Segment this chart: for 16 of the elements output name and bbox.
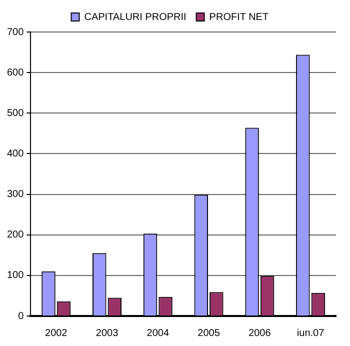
legend-label: CAPITALURI PROPRII: [84, 12, 186, 23]
x-tick-label: 2003: [96, 328, 119, 339]
legend-label: PROFIT NET: [209, 12, 269, 23]
x-tick-label: 2005: [198, 328, 220, 339]
y-tick-label: 700: [6, 26, 24, 38]
x-tick-label: iun.07: [296, 328, 325, 339]
y-tick-label: 0: [18, 310, 24, 322]
y-tick-label: 400: [6, 148, 24, 160]
x-tick-label: 2004: [146, 328, 170, 339]
x-tick-label: 2006: [248, 328, 272, 339]
y-tick-label: 600: [6, 67, 24, 78]
y-tick-label: 500: [6, 108, 24, 119]
y-tick-label: 100: [6, 270, 24, 282]
x-tick-label: 2002: [45, 328, 68, 339]
y-tick-label: 200: [6, 230, 24, 241]
y-tick-label: 300: [6, 189, 24, 200]
